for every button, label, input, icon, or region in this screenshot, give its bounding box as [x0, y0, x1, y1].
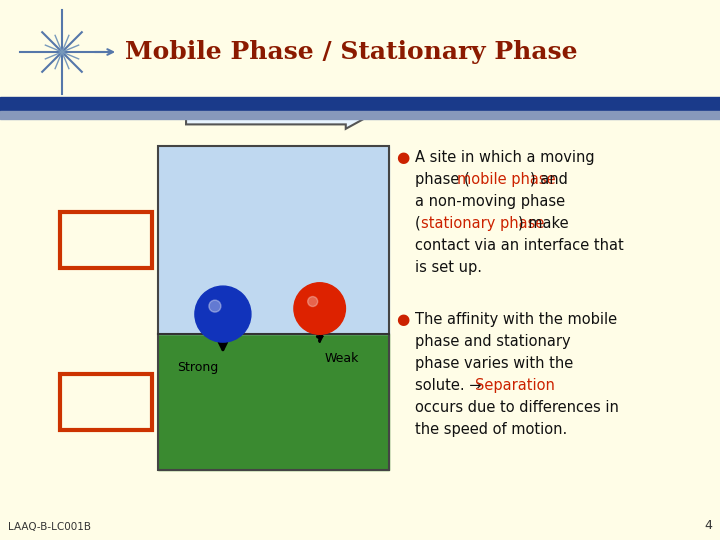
Text: contact via an interface that: contact via an interface that [415, 238, 624, 253]
Polygon shape [186, 107, 366, 129]
Text: Separation: Separation [475, 378, 555, 393]
Text: ) make: ) make [518, 216, 568, 231]
Circle shape [294, 283, 346, 334]
Text: (: ( [415, 216, 420, 231]
Bar [158, 146, 389, 470]
Circle shape [195, 286, 251, 342]
Bar [158, 334, 389, 470]
Text: ●: ● [397, 150, 410, 165]
Text: mobile phase: mobile phase [457, 172, 556, 187]
Circle shape [209, 300, 221, 312]
Text: A site in which a moving: A site in which a moving [415, 150, 595, 165]
Circle shape [307, 296, 318, 307]
Text: 4: 4 [704, 519, 712, 532]
Bar [158, 146, 389, 334]
Text: Mobile
phase: Mobile phase [78, 224, 134, 256]
FancyBboxPatch shape [60, 212, 153, 268]
Bar [0, 111, 720, 119]
Text: Weak: Weak [325, 352, 359, 365]
Text: ) and: ) and [530, 172, 567, 187]
Text: ●: ● [397, 312, 410, 327]
Text: Mobile Phase / Stationary Phase: Mobile Phase / Stationary Phase [125, 40, 577, 64]
Text: phase (: phase ( [415, 172, 469, 187]
Text: The affinity with the mobile: The affinity with the mobile [415, 312, 617, 327]
Text: solute. →: solute. → [415, 378, 486, 393]
Text: phase varies with the: phase varies with the [415, 356, 573, 371]
Text: occurs due to differences in: occurs due to differences in [415, 400, 619, 415]
Text: Strong: Strong [176, 361, 218, 374]
Bar [0, 97, 720, 111]
FancyBboxPatch shape [60, 374, 153, 430]
Text: phase and stationary: phase and stationary [415, 334, 571, 349]
Text: stationary phase: stationary phase [421, 216, 544, 231]
Text: Stationary
phase: Stationary phase [63, 386, 150, 418]
Text: the speed of motion.: the speed of motion. [415, 422, 567, 437]
Text: a non-moving phase: a non-moving phase [415, 194, 565, 209]
Text: LAAQ-B-LC001B: LAAQ-B-LC001B [8, 522, 91, 532]
Text: is set up.: is set up. [415, 260, 482, 275]
